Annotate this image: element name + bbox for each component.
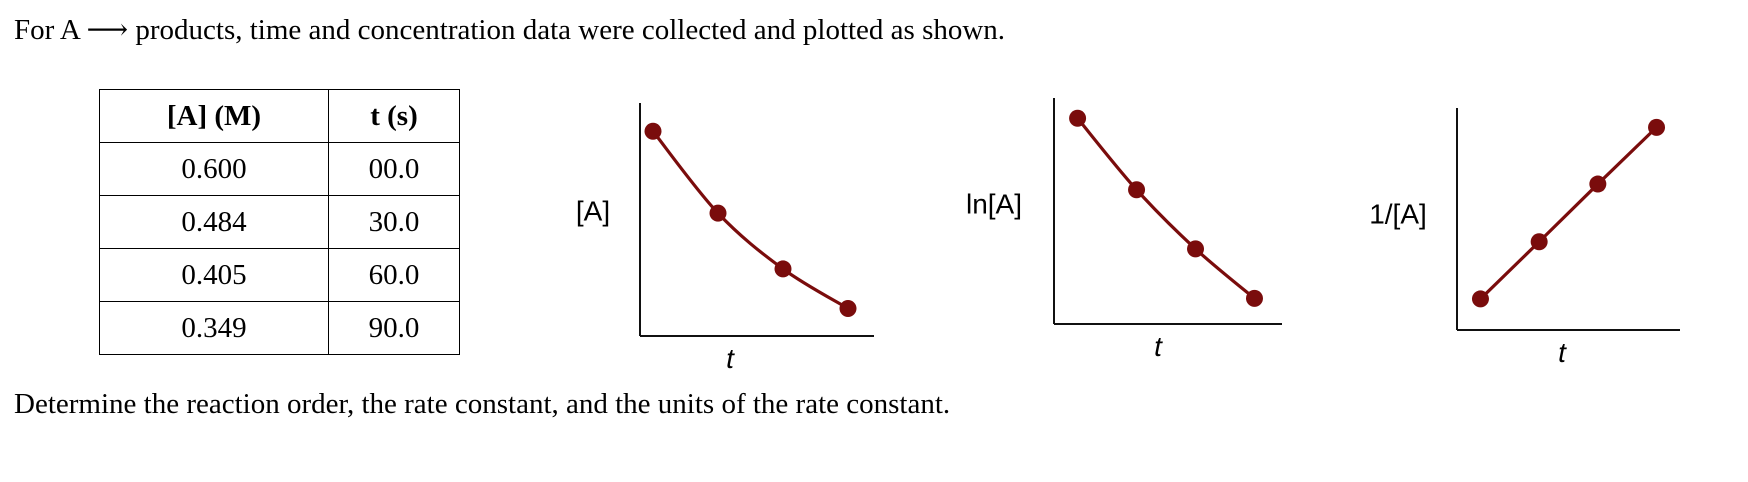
reaction-arrow-icon: ⟶ <box>86 14 129 46</box>
concentration-vs-time-plot: [A] t <box>576 103 874 374</box>
series-line <box>1479 126 1658 301</box>
data-point <box>1648 118 1666 136</box>
table-cell-time: 00.0 <box>328 142 460 196</box>
table-cell-time: 90.0 <box>328 301 460 355</box>
data-point <box>709 204 727 222</box>
ln-concentration-vs-time-plot: ln[A] t <box>966 98 1282 362</box>
inverse-concentration-vs-time-plot: 1/[A] t <box>1369 108 1680 368</box>
y-axis-label: ln[A] <box>966 188 1022 219</box>
table-header-time: t (s) <box>328 89 460 143</box>
data-point <box>1245 289 1263 307</box>
y-axis-label: 1/[A] <box>1369 198 1427 229</box>
data-point <box>644 122 662 140</box>
table-header-concentration: [A] (M) <box>99 89 329 143</box>
x-axis-label: t <box>1558 337 1567 368</box>
table-row: 0.405 60.0 <box>99 248 460 302</box>
data-point <box>1589 175 1607 193</box>
data-point <box>1471 290 1489 308</box>
table-cell-concentration: 0.349 <box>99 301 329 355</box>
intro-reactant: For A <box>14 14 80 46</box>
table-row: 0.484 30.0 <box>99 195 460 249</box>
series-line <box>651 130 849 310</box>
data-point <box>774 260 792 278</box>
question-text: Determine the reaction order, the rate c… <box>14 388 951 420</box>
y-axis-label: [A] <box>576 195 610 226</box>
x-axis-label: t <box>726 343 735 374</box>
data-point <box>1187 240 1205 258</box>
data-point <box>1069 109 1087 127</box>
data-point <box>839 299 857 317</box>
x-axis-label: t <box>1154 331 1163 362</box>
data-point <box>1530 233 1548 251</box>
problem-intro: For A ⟶ products, time and concentration… <box>14 10 1005 50</box>
series-line <box>1076 117 1256 300</box>
table-cell-concentration: 0.405 <box>99 248 329 302</box>
intro-products-text: products, time and concentration data we… <box>135 14 1006 46</box>
concentration-time-table: [A] (M) t (s) 0.600 00.0 0.484 30.0 0.40… <box>99 89 460 355</box>
table-row: 0.349 90.0 <box>99 301 460 355</box>
data-point <box>1128 181 1146 199</box>
table-header-row: [A] (M) t (s) <box>99 89 460 143</box>
table-cell-time: 30.0 <box>328 195 460 249</box>
